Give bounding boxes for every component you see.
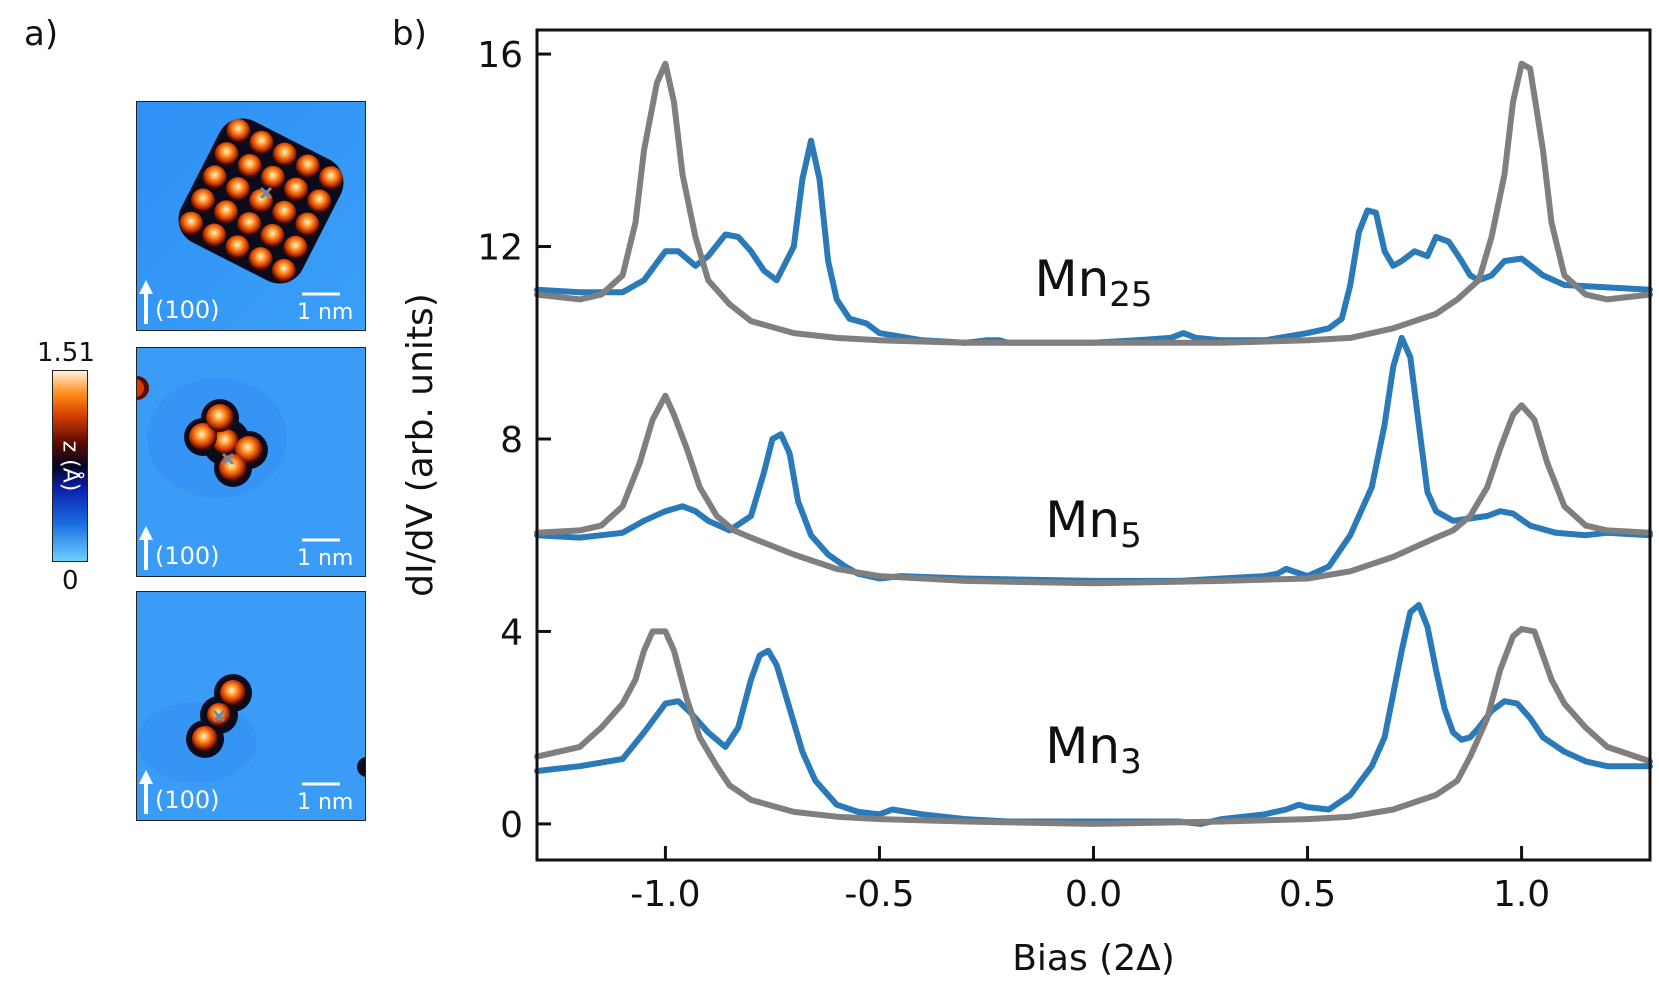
x-tick-label: -1.0: [630, 874, 700, 915]
y-tick-label: 0: [500, 805, 523, 846]
atom: [295, 154, 320, 179]
stm-image-mn3: (100) 1 nm: [136, 591, 366, 821]
colorbar-max-label: 1.51: [37, 338, 95, 368]
atom: [295, 212, 320, 237]
atom: [214, 200, 239, 225]
series-line-mn3-gray: [534, 626, 1653, 827]
direction-label: (100): [155, 296, 220, 324]
series-line-mn3-blue: [534, 602, 1653, 827]
stm-image-mn5: (100) 1 nm: [136, 347, 366, 577]
atom: [283, 235, 308, 260]
y-tick-label: 8: [500, 420, 523, 461]
series-line-mn5-gray: [534, 392, 1653, 587]
atom: [272, 200, 297, 225]
tip-position-marker: [212, 709, 226, 723]
atom: [225, 177, 250, 202]
atom: [248, 247, 273, 272]
atom: [307, 189, 332, 214]
atom: [272, 142, 297, 167]
atom: [260, 223, 285, 248]
atom: [237, 154, 262, 179]
stm-topography-mn5: [137, 348, 365, 576]
atom: [179, 211, 204, 236]
colorbar: [52, 370, 88, 562]
y-tick-label: 12: [477, 228, 523, 269]
atom: [202, 165, 227, 190]
panel-label-b: b): [392, 14, 427, 54]
y-tick-label: 4: [500, 612, 523, 653]
stm-topography-mn3: [137, 592, 365, 820]
y-tick-label: 16: [477, 35, 523, 76]
atom: [283, 177, 308, 202]
cluster-annotation-mn3: Mn3: [1045, 717, 1141, 782]
stm-image-mn25: (100) 1 nm: [136, 101, 366, 331]
atom: [190, 188, 215, 213]
atom: [249, 130, 274, 155]
atom: [318, 166, 343, 191]
x-tick-label: -0.5: [844, 874, 914, 915]
tip-position-marker: [259, 186, 273, 200]
scale-bar-label: 1 nm: [297, 546, 354, 571]
x-tick-label: 0.0: [1065, 874, 1122, 915]
atom: [214, 142, 239, 167]
tip-position-marker: [221, 452, 235, 466]
series-line-mn25-gray: [534, 60, 1653, 346]
x-tick-label: 1.0: [1493, 874, 1550, 915]
panel-label-a: a): [24, 14, 59, 54]
series-line-mn25-blue: [534, 137, 1653, 346]
stm-topography-mn25: [137, 102, 365, 330]
x-axis-label: Bias (2Δ): [1012, 938, 1175, 979]
cluster-annotation-mn25: Mn25: [1034, 250, 1152, 315]
direction-label: (100): [155, 542, 220, 570]
atom: [225, 235, 250, 260]
scale-bar-label: 1 nm: [297, 300, 354, 325]
atom: [260, 165, 285, 190]
atom: [237, 212, 262, 237]
direction-label: (100): [155, 786, 220, 814]
atom: [202, 223, 227, 248]
scale-bar-label: 1 nm: [297, 790, 354, 815]
y-axis-label: dI/dV (arb. units): [400, 293, 441, 597]
colorbar-min-label: 0: [62, 566, 79, 596]
atom: [271, 258, 296, 283]
x-tick-label: 0.5: [1279, 874, 1336, 915]
atom: [226, 119, 251, 144]
cluster-annotation-mn5: Mn5: [1045, 491, 1141, 556]
